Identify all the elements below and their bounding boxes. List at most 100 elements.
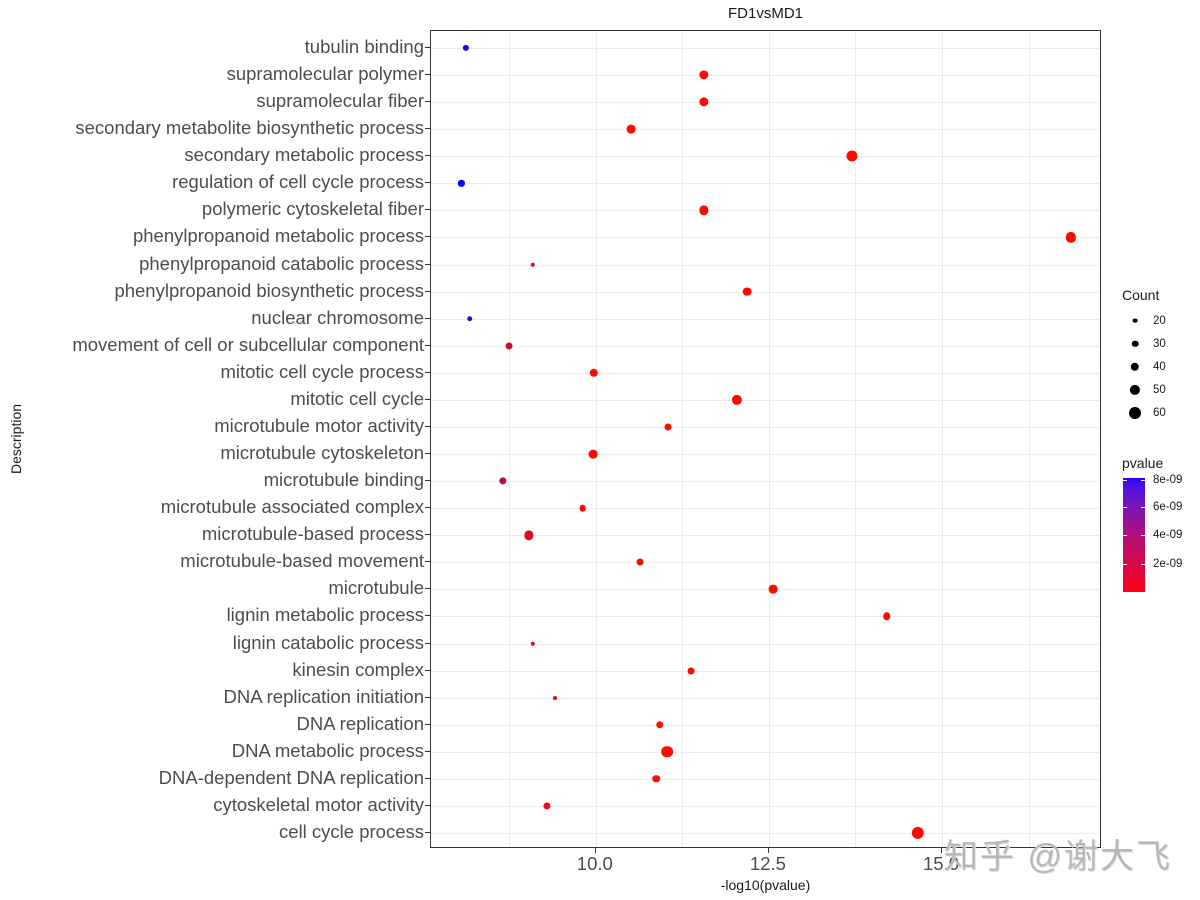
count-legend-dot-icon [1130, 362, 1140, 371]
count-legend-item: 30 [1122, 332, 1166, 355]
grid-line-horizontal [431, 426, 1100, 428]
grid-line-horizontal [431, 481, 1100, 483]
y-tick-label: regulation of cell cycle process [172, 171, 424, 193]
count-legend-label: 40 [1153, 360, 1166, 373]
grid-line-horizontal [431, 345, 1100, 347]
grid-line-horizontal [431, 264, 1100, 266]
grid-line-vertical [1028, 31, 1030, 847]
count-legend-dot-icon [1131, 340, 1139, 347]
x-tick [941, 848, 943, 853]
count-legend-item: 50 [1122, 378, 1166, 401]
grid-line-horizontal [431, 318, 1100, 320]
x-tick [767, 848, 769, 853]
y-tick [425, 209, 430, 211]
grid-line-horizontal [431, 562, 1100, 564]
grid-line-horizontal [431, 454, 1100, 456]
y-axis-title: Description [8, 403, 24, 475]
y-tick [425, 425, 430, 427]
grid-line-horizontal [431, 210, 1100, 212]
y-tick [425, 561, 430, 563]
data-point [731, 394, 743, 405]
data-point [530, 641, 535, 646]
count-legend-item: 40 [1122, 355, 1166, 378]
x-tick-label: 12.5 [749, 853, 786, 874]
y-tick [425, 317, 430, 319]
data-point [699, 205, 709, 216]
y-tick [425, 642, 430, 644]
grid-line-vertical [595, 31, 597, 847]
count-legend-item: 20 [1122, 309, 1166, 332]
count-legend-dot-icon [1132, 318, 1138, 323]
y-tick-label: microtubule binding [263, 468, 424, 490]
y-tick [425, 534, 430, 536]
y-tick [425, 236, 430, 238]
pvalue-legend-label: 8e-09 [1153, 474, 1183, 486]
y-tick-label: microtubule [328, 577, 424, 599]
data-point [699, 70, 709, 80]
y-tick-label: DNA replication initiation [223, 685, 424, 707]
pvalue-colorbar [1123, 478, 1145, 592]
y-tick [425, 344, 430, 346]
pvalue-legend-title-wrap: pvalue [1122, 455, 1163, 471]
data-point [687, 667, 695, 675]
data-point [458, 180, 465, 187]
x-axis-title: -log10(pvalue) [720, 877, 811, 893]
y-tick [425, 832, 430, 833]
y-tick-label: movement of cell or subcellular componen… [72, 333, 424, 355]
colorbar-tick [1141, 535, 1145, 536]
grid-line-horizontal [431, 372, 1100, 374]
grid-line-horizontal [431, 48, 1100, 49]
y-tick [425, 47, 430, 48]
data-point [467, 315, 473, 322]
count-legend-label: 50 [1153, 383, 1166, 396]
grid-line-horizontal [431, 805, 1100, 807]
colorbar-tick [1123, 564, 1127, 565]
grid-line-vertical [942, 31, 944, 847]
y-tick-label: microtubule-based process [201, 522, 424, 544]
data-point [655, 720, 664, 729]
y-tick [425, 128, 430, 130]
chart-title: FD1vsMD1 [727, 5, 803, 22]
data-point [530, 262, 535, 267]
y-tick [425, 263, 430, 265]
y-tick [425, 74, 430, 76]
data-point [699, 97, 709, 107]
colorbar-tick [1141, 564, 1145, 565]
y-tick [425, 669, 430, 671]
plot-panel [430, 30, 1101, 848]
data-point [552, 695, 557, 700]
y-tick [425, 507, 430, 509]
x-tick-label: 10.0 [576, 853, 613, 874]
grid-line-horizontal [431, 697, 1100, 699]
grid-line-horizontal [431, 291, 1100, 293]
y-tick-label: microtubule-based movement [180, 550, 424, 572]
grid-line-horizontal [431, 237, 1100, 239]
y-tick-label: microtubule motor activity [214, 414, 424, 436]
data-point [579, 504, 586, 512]
y-tick-label: DNA metabolic process [231, 739, 424, 761]
grid-line-horizontal [431, 724, 1100, 726]
y-tick-label: mitotic cell cycle process [220, 360, 424, 382]
y-tick-label: lignin catabolic process [232, 631, 424, 653]
y-tick-label: DNA-dependent DNA replication [158, 766, 424, 788]
grid-line-horizontal [431, 833, 1100, 834]
y-tick [425, 777, 430, 779]
grid-line-horizontal [431, 643, 1100, 645]
y-tick [425, 615, 430, 617]
y-tick-label: microtubule cytoskeleton [220, 441, 424, 463]
grid-line-vertical [768, 31, 770, 847]
count-legend-label: 60 [1153, 406, 1166, 419]
y-tick [425, 588, 430, 590]
data-point [499, 477, 507, 485]
data-point [1065, 232, 1076, 243]
data-point [636, 558, 644, 566]
y-tick-label: polymeric cytoskeletal fiber [201, 198, 424, 220]
colorbar-tick [1141, 480, 1145, 481]
colorbar-tick [1123, 480, 1127, 481]
data-point [664, 423, 672, 431]
grid-line-vertical [855, 31, 857, 847]
data-point [626, 124, 636, 134]
y-tick-label: microtubule associated complex [160, 495, 424, 517]
grid-line-horizontal [431, 102, 1100, 104]
colorbar-tick [1123, 507, 1127, 508]
